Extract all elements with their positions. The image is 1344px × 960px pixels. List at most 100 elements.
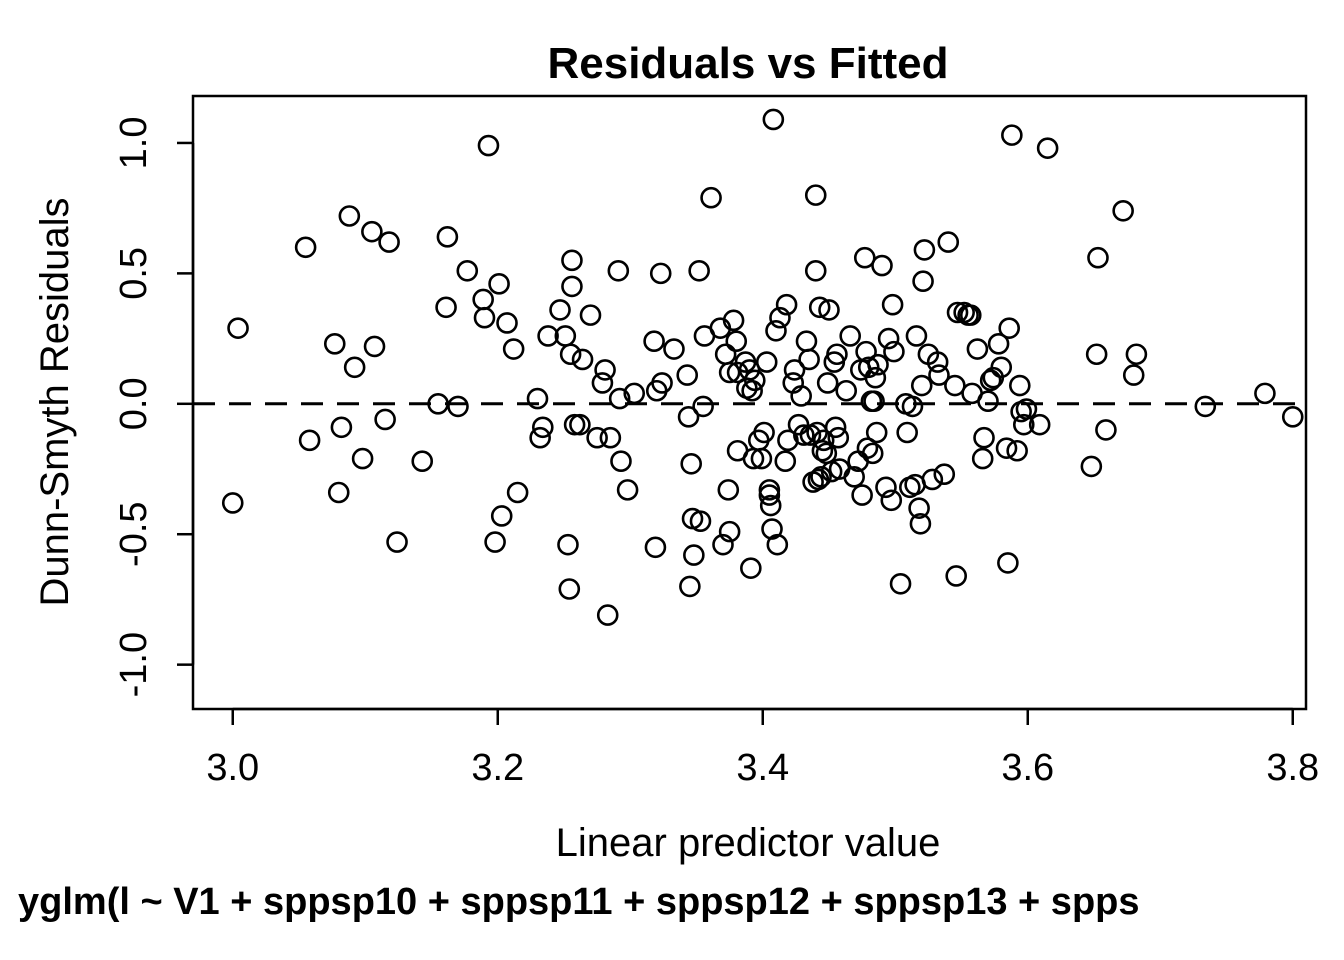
data-point (623, 382, 646, 405)
data-point (824, 416, 847, 439)
data-point (1087, 246, 1109, 269)
data-point (851, 484, 873, 506)
data-point (827, 426, 850, 449)
data-point (753, 421, 775, 444)
data-point (883, 340, 905, 363)
x-tick-label: 3.8 (1266, 747, 1319, 789)
model-formula-subtitle: yglm(l ~ V1 + sppsp10 + sppsp11 + sppsp1… (18, 881, 1140, 923)
data-point (928, 364, 950, 386)
data-point (790, 385, 812, 407)
y-axis-title: Dunn-Smyth Residuals (33, 197, 77, 606)
data-point (818, 299, 840, 321)
data-point (427, 393, 449, 415)
data-point (1015, 398, 1038, 420)
data-point (843, 466, 865, 488)
data-point (569, 413, 591, 436)
data-point (1006, 439, 1028, 462)
data-point (738, 359, 761, 381)
data-point (977, 390, 999, 412)
data-point (676, 364, 699, 386)
y-tick-label: 1.0 (113, 117, 155, 170)
data-point (889, 572, 912, 595)
data-point (905, 325, 928, 347)
data-point (863, 390, 885, 412)
data-point (804, 184, 827, 206)
data-point (765, 319, 787, 342)
data-point (945, 565, 968, 587)
data-point (692, 395, 714, 418)
data-point (875, 476, 897, 499)
data-point (743, 369, 766, 392)
data-point (741, 379, 763, 402)
data-point (793, 424, 815, 446)
data-point (327, 481, 350, 504)
data-point (871, 254, 893, 277)
chart-title: Residuals vs Fitted (547, 39, 948, 88)
data-point (1080, 455, 1103, 478)
data-point (722, 309, 745, 332)
data-point (1085, 343, 1108, 366)
data-point (571, 348, 594, 371)
data-point (644, 536, 667, 559)
data-point (227, 317, 249, 339)
data-point (599, 426, 622, 449)
data-point (526, 387, 549, 410)
data-point (502, 338, 525, 360)
data-point (558, 578, 581, 600)
data-point (908, 497, 930, 519)
x-tick-label: 3.6 (1001, 747, 1054, 789)
x-tick-label: 3.2 (471, 747, 524, 789)
data-point (926, 351, 949, 373)
data-point (343, 356, 366, 379)
data-point (496, 312, 518, 334)
data-point (867, 353, 889, 376)
data-point (979, 369, 1002, 392)
data-point (351, 447, 374, 470)
data-point (783, 359, 806, 381)
data-point (683, 544, 705, 566)
data-point (363, 335, 386, 358)
data-point (740, 557, 762, 579)
data-point (933, 463, 956, 486)
data-point (750, 447, 773, 470)
data-point (861, 442, 884, 465)
x-tick-label: 3.0 (206, 747, 259, 789)
x-axis-title: Linear predictor value (556, 821, 941, 865)
data-point (411, 450, 434, 472)
y-tick-label: -0.5 (113, 501, 155, 566)
data-point (839, 325, 862, 347)
data-point (810, 466, 832, 488)
data-point (700, 186, 722, 209)
data-point (946, 301, 969, 324)
data-point (1254, 382, 1276, 405)
data-point (643, 330, 665, 353)
x-axis: 3.0 3.2 3.4 3.6 3.8 (206, 707, 1319, 789)
data-point (758, 479, 781, 501)
data-point (1012, 413, 1035, 436)
data-point (853, 246, 876, 269)
data-point (804, 259, 827, 282)
data-point (680, 452, 703, 475)
data-point (473, 306, 496, 329)
data-point (798, 348, 820, 371)
y-tick-label: -1.0 (113, 632, 155, 697)
data-point (472, 288, 494, 311)
data-points (221, 108, 1304, 626)
data-point (1036, 137, 1059, 159)
data-point (561, 249, 583, 272)
data-point (755, 351, 778, 373)
data-point (835, 379, 858, 402)
data-point (549, 299, 571, 321)
data-point (456, 259, 479, 282)
data-point (880, 489, 903, 512)
data-point (610, 450, 632, 472)
data-point (913, 239, 936, 261)
data-point (1008, 374, 1031, 397)
data-point (435, 296, 457, 319)
data-point (766, 533, 789, 556)
data-point (775, 293, 798, 316)
data-point (937, 231, 960, 253)
data-point (537, 325, 559, 347)
data-point (591, 372, 614, 394)
